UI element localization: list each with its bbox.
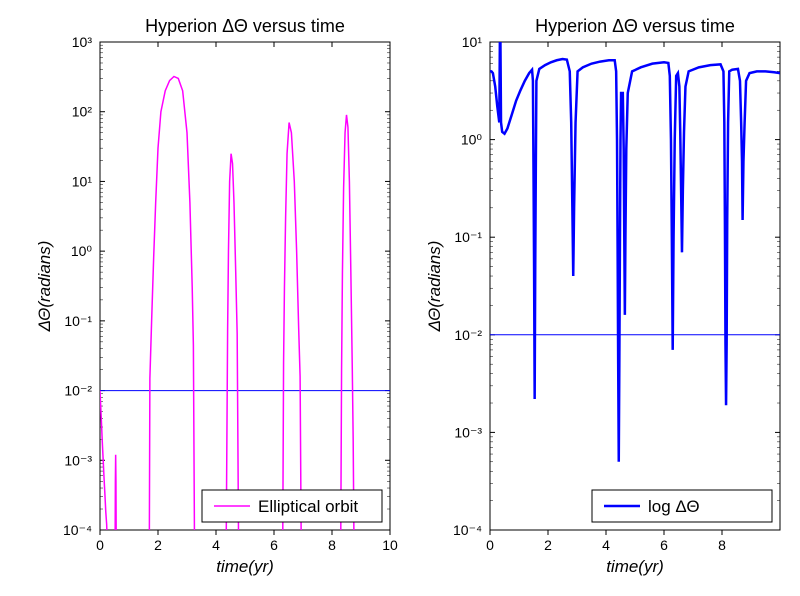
ytick-label: 10³ <box>72 34 93 50</box>
xtick-label: 6 <box>270 537 278 553</box>
xtick-label: 0 <box>486 537 494 553</box>
xtick-label: 2 <box>544 537 552 553</box>
legend-label: log ΔΘ <box>648 497 700 516</box>
chart-title: Hyperion ΔΘ versus time <box>145 16 345 36</box>
ylabel: ΔΘ(radians) <box>35 241 54 333</box>
xlabel: time(yr) <box>216 557 274 576</box>
xtick-label: 2 <box>154 537 162 553</box>
ytick-label: 10¹ <box>462 34 483 50</box>
chart-title: Hyperion ΔΘ versus time <box>535 16 735 36</box>
ytick-label: 10⁻¹ <box>64 313 92 329</box>
xtick-label: 4 <box>212 537 220 553</box>
ytick-label: 10⁻¹ <box>454 229 482 245</box>
ytick-label: 10⁰ <box>461 132 483 148</box>
ytick-label: 10⁻⁴ <box>453 522 482 538</box>
figure: 0 2 4 6 8 10 10⁻⁴ 10⁻³ 10⁻² 10⁻¹ 10⁰ 10¹ 10² 10³ Hyper… <box>0 0 800 596</box>
ytick-label: 10⁻³ <box>64 452 92 468</box>
ylabel: ΔΘ(radians) <box>425 241 444 333</box>
ytick-label: 10⁻² <box>64 383 92 399</box>
xtick-label: 4 <box>602 537 610 553</box>
xtick-label: 6 <box>660 537 668 553</box>
ytick-label: 10⁰ <box>71 243 93 259</box>
ytick-label: 10¹ <box>72 173 93 189</box>
data-line <box>100 77 354 551</box>
xtick-label: 10 <box>382 537 398 553</box>
xtick-label: 0 <box>96 537 104 553</box>
ytick-label: 10⁻³ <box>454 424 482 440</box>
ytick-label: 10⁻⁴ <box>63 522 92 538</box>
xtick-label: 8 <box>718 537 726 553</box>
data-line <box>490 42 780 462</box>
chart-svg: 0 2 4 6 8 10 10⁻⁴ 10⁻³ 10⁻² 10⁻¹ 10⁰ 10¹ 10² 10³ Hyper… <box>0 0 800 596</box>
legend-label: Elliptical orbit <box>258 497 358 516</box>
xlabel: time(yr) <box>606 557 664 576</box>
xtick-label: 8 <box>328 537 336 553</box>
ytick-label: 10² <box>72 104 93 120</box>
ytick-label: 10⁻² <box>454 327 482 343</box>
